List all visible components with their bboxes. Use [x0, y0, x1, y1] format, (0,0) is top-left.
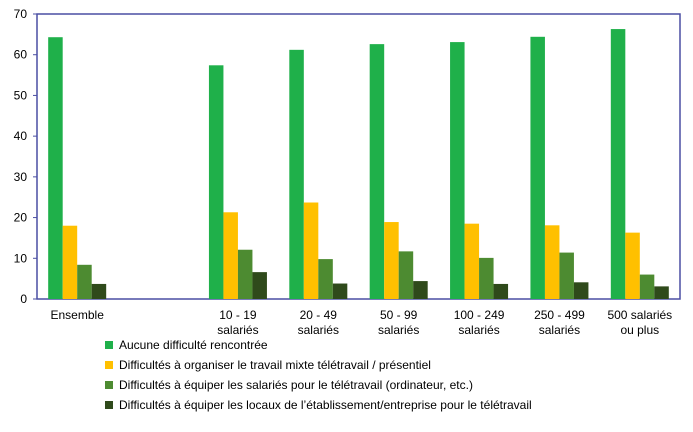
x-tick-label: 250 - 499 salariés	[534, 308, 585, 337]
bar	[625, 232, 640, 299]
bar	[450, 42, 465, 299]
bar	[398, 251, 414, 299]
bar	[289, 49, 304, 300]
y-tick-label: 10	[14, 251, 28, 265]
y-tick-label: 0	[20, 292, 27, 306]
y-tick-label: 50	[14, 88, 28, 102]
legend: Aucune difficulté rencontrée Difficultés …	[105, 338, 532, 412]
bar	[318, 259, 333, 299]
x-tick-label: 50 - 99 salariés	[378, 308, 419, 337]
bar	[77, 264, 92, 299]
bar	[479, 257, 494, 299]
bar	[544, 225, 560, 299]
bar	[493, 283, 509, 299]
legend-swatch	[105, 381, 113, 389]
legend-label: Difficultés à équiper les salariés pour …	[119, 378, 473, 392]
x-tick-label: 20 - 49 salariés	[298, 308, 339, 337]
plot-area	[36, 13, 681, 300]
x-tick-label: 100 - 249 salariés	[454, 308, 505, 337]
bar	[208, 65, 224, 299]
bar	[639, 274, 655, 299]
bar	[332, 283, 348, 299]
legend-swatch	[105, 361, 113, 369]
bar	[91, 283, 107, 299]
bar	[413, 281, 428, 299]
bar	[237, 249, 253, 299]
y-tick-label: 20	[14, 211, 28, 225]
legend-swatch	[105, 341, 113, 349]
bar	[559, 252, 574, 299]
bar	[303, 202, 319, 299]
bar	[223, 212, 238, 299]
bar	[369, 44, 385, 299]
bar	[252, 272, 267, 299]
legend-swatch	[105, 401, 113, 409]
legend-label: Difficultés à équiper les locaux de l’ét…	[119, 398, 532, 412]
bar	[610, 29, 626, 300]
x-tick-label: 500 salariés ou plus	[607, 308, 672, 337]
bar	[573, 282, 589, 299]
legend-label: Difficultés à organiser le travail mixte…	[119, 358, 431, 372]
bar	[654, 286, 669, 299]
bar	[530, 36, 545, 300]
bar	[62, 225, 78, 299]
y-tick-label: 70	[14, 7, 28, 21]
y-tick-label: 30	[14, 170, 28, 184]
bar	[384, 222, 399, 299]
bars	[48, 29, 669, 300]
x-axis: Ensemble 10 - 19 salariés 20 - 49 salariés 50…	[51, 308, 673, 337]
y-tick-label: 60	[14, 48, 28, 62]
bar	[48, 37, 63, 299]
x-tick-label: 10 - 19 salariés	[217, 308, 258, 337]
y-tick-label: 40	[14, 129, 28, 143]
x-tick-label: Ensemble	[51, 308, 105, 322]
y-axis: 0 10 20 30 40 50 60 70	[14, 7, 37, 306]
legend-label: Aucune difficulté rencontrée	[119, 338, 268, 352]
bar	[464, 223, 480, 299]
